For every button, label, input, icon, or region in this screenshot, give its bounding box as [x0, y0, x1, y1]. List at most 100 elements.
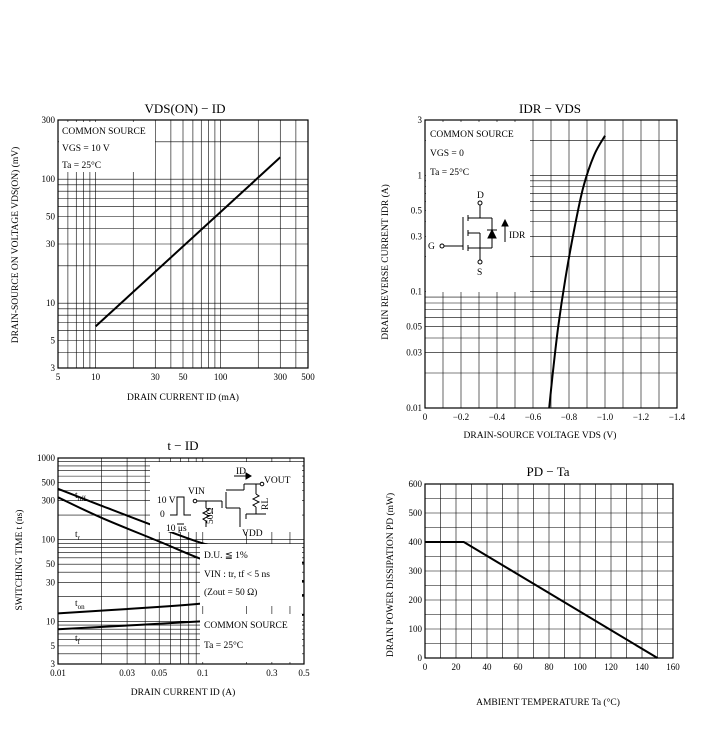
plot-frame: [57, 119, 309, 369]
x-tick-label: 0: [423, 662, 428, 672]
series-line-idr: [548, 135, 606, 409]
x-axis-label: DRAIN-SOURCE VOLTAGE VDS (V): [464, 430, 617, 441]
y-axis-label: DRAIN POWER DISSIPATION PD (mW): [385, 493, 396, 657]
y-tick-label: 5: [51, 641, 56, 651]
x-axis-label: DRAIN CURRENT ID (mA): [127, 392, 239, 403]
y-tick-label: 300: [409, 566, 423, 576]
x-axis-label: AMBIENT TEMPERATURE Ta (°C): [476, 697, 620, 708]
series-label: toff: [75, 491, 86, 503]
v0-label: 0: [160, 510, 165, 520]
chart-title: IDR − VDS: [519, 101, 581, 116]
chart-switching-time-vs-id: t − ID 0.01 0.03 0.05 0.1 0.3 0.5 3 5 10 30 50 100 3…: [14, 438, 310, 698]
y-tick-label: 0.05: [406, 322, 422, 332]
vin-label: VIN: [188, 487, 205, 497]
y-tick-label: 100: [42, 174, 56, 184]
series-line-vds-on-: [94, 156, 281, 328]
test-circuit: [170, 472, 266, 527]
y-tick-label: 1: [418, 170, 423, 180]
y-tick-label: 500: [42, 478, 56, 488]
note-text: COMMON SOURCE: [62, 127, 146, 137]
x-tick-label: 160: [666, 662, 680, 672]
x-tick-label: 50: [179, 372, 189, 382]
x-tick-label: 300: [274, 372, 288, 382]
note-text: Ta = 25°C: [204, 640, 243, 651]
x-tick-label: −1.0: [597, 412, 614, 422]
x-tick-label: −0.8: [561, 412, 578, 422]
mosfet-symbol: [439, 200, 509, 265]
x-tick-label: 0.1: [197, 668, 208, 678]
note-text: VIN : tr, tf < 5 ns: [204, 569, 270, 580]
notes-box: [426, 122, 530, 292]
x-tick-label: 0.5: [298, 668, 310, 678]
y-tick-label: 30: [46, 577, 56, 587]
y-tick-label: 3: [51, 363, 56, 373]
chart-title: t − ID: [167, 438, 198, 453]
notes-box: [200, 614, 302, 662]
y-tick-label: 200: [409, 595, 423, 605]
y-tick-label: 600: [409, 479, 423, 489]
x-tick-label: 100: [214, 372, 228, 382]
plot-frame: [424, 119, 678, 409]
y-tick-label: 5: [51, 335, 56, 345]
x-tick-label: 100: [573, 662, 587, 672]
note-text: Ta = 25°C: [430, 167, 469, 178]
y-tick-label: 10: [46, 298, 56, 308]
y-tick-label: 3: [51, 659, 56, 669]
x-tick-label: 0.3: [266, 668, 278, 678]
y-tick-label: 400: [409, 537, 423, 547]
note-text: VGS = 10 V: [62, 144, 110, 154]
chart-idr-vs-vds: IDR − VDS 0 −0.2 −0.4 −0.6 −0.8 −1.0 −1.2 −1.4 0…: [380, 101, 686, 441]
idr-label: IDR: [509, 231, 526, 241]
gate-label: G: [428, 242, 435, 252]
x-tick-label: 30: [151, 372, 161, 382]
y-tick-label: 1000: [37, 453, 56, 463]
y-tick-label: 10: [46, 616, 56, 626]
rl-label: RL: [261, 498, 271, 510]
note-text: VGS = 0: [430, 149, 464, 159]
x-tick-label: 0: [423, 412, 428, 422]
y-tick-label: 0: [418, 653, 423, 663]
x-tick-label: 0.03: [119, 668, 135, 678]
y-tick-label: 300: [42, 115, 56, 125]
note-text: Ta = 25°C: [62, 160, 101, 171]
y-tick-label: 3: [418, 115, 423, 125]
x-tick-label: 60: [514, 662, 524, 672]
x-tick-label: 5: [56, 372, 61, 382]
note-text: D.U. ≦ 1%: [204, 551, 248, 561]
x-tick-label: −1.4: [669, 412, 686, 422]
x-tick-label: 40: [483, 662, 493, 672]
y-tick-label: 0.01: [406, 403, 422, 413]
source-label: S: [477, 268, 482, 278]
x-tick-label: −1.2: [633, 412, 649, 422]
x-tick-label: 0.05: [151, 668, 167, 678]
plot-frame: [57, 457, 305, 665]
y-axis-label: DRAIN REVERSE CURRENT IDR (A): [380, 184, 391, 340]
series-label: ton: [75, 599, 85, 611]
y-tick-label: 50: [46, 559, 56, 569]
id-label: ID: [236, 467, 246, 477]
x-tick-label: 10: [91, 372, 101, 382]
v10-label: 10 V: [157, 496, 176, 506]
note-text: COMMON SOURCE: [204, 621, 288, 631]
vout-label: VOUT: [264, 476, 291, 486]
chart-title: PD − Ta: [526, 464, 569, 479]
x-tick-label: 0.01: [50, 668, 66, 678]
note-text: (Zout = 50 Ω): [204, 587, 257, 598]
y-tick-label: 100: [409, 624, 423, 634]
y-axis-label: DRAIN-SOURCE ON VOLTAGE VDS(ON) (mV): [10, 147, 21, 343]
y-tick-label: 0.03: [406, 348, 422, 358]
drain-label: D: [477, 191, 484, 201]
x-tick-label: −0.2: [453, 412, 469, 422]
y-tick-label: 0.3: [411, 231, 423, 241]
pulse-width-label: 10 μs: [166, 524, 187, 534]
y-tick-label: 30: [46, 239, 56, 249]
y-axis-label: SWITCHING TIME t (ns): [14, 510, 25, 611]
chart-title: VDS(ON) − ID: [145, 101, 226, 116]
x-axis-label: DRAIN CURRENT ID (A): [131, 687, 236, 698]
plot-frame: [424, 483, 674, 659]
y-tick-label: 0.5: [411, 205, 423, 215]
x-tick-label: 500: [301, 372, 315, 382]
r50-label: 50Ω: [206, 507, 216, 524]
notes-box: [59, 122, 155, 172]
